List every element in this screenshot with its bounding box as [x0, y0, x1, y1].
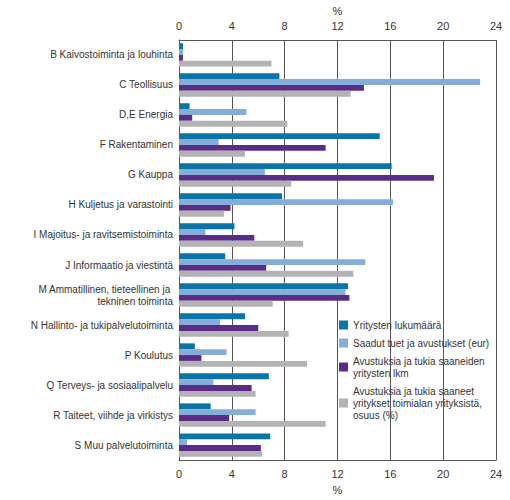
svg-text:N Hallinto- ja tukipalvelutoim: N Hallinto- ja tukipalvelutoiminta: [31, 320, 174, 331]
svg-text:8: 8: [282, 20, 288, 32]
svg-text:Avustuksia ja tukia saaneiden: Avustuksia ja tukia saaneiden: [353, 356, 487, 367]
svg-text:8: 8: [282, 468, 288, 480]
svg-text:4: 4: [229, 468, 235, 480]
svg-text:12: 12: [331, 20, 343, 32]
svg-text:20: 20: [437, 468, 449, 480]
svg-text:H Kuljetus ja varastointi: H Kuljetus ja varastointi: [69, 199, 174, 210]
svg-text:Yritysten lukumäärä: Yritysten lukumäärä: [353, 320, 442, 331]
svg-text:16: 16: [384, 20, 396, 32]
svg-text:Avustuksia ja tukia saaneet: Avustuksia ja tukia saaneet: [353, 386, 477, 397]
svg-text:G Kauppa: G Kauppa: [128, 169, 173, 180]
svg-text:I Majoitus- ja ravitsemistoimi: I Majoitus- ja ravitsemistoiminta: [34, 229, 174, 240]
svg-text:%: %: [333, 484, 343, 496]
svg-text:0: 0: [176, 20, 182, 32]
svg-text:20: 20: [437, 20, 449, 32]
svg-text:yritysten lkm: yritysten lkm: [353, 368, 409, 379]
svg-text:yritykset toimialan yrityksist: yritykset toimialan yrityksistä,: [353, 398, 485, 409]
svg-text:J Informaatio ja viestintä: J Informaatio ja viestintä: [65, 260, 173, 271]
svg-text:D,E Energia: D,E Energia: [119, 109, 173, 120]
svg-text:F Rakentaminen: F Rakentaminen: [100, 139, 173, 150]
svg-text:16: 16: [384, 468, 396, 480]
svg-text:tekninen toiminta: tekninen toiminta: [97, 296, 173, 307]
svg-text:24: 24: [490, 468, 502, 480]
svg-text:Saadut tuet ja avustukset (eur: Saadut tuet ja avustukset (eur): [353, 338, 489, 349]
svg-text:4: 4: [229, 20, 235, 32]
svg-text:C Teollisuus: C Teollisuus: [119, 79, 173, 90]
svg-text:Q Terveys- ja sosiaalipalvelu: Q Terveys- ja sosiaalipalvelu: [46, 380, 173, 391]
svg-text:%: %: [333, 5, 343, 17]
svg-text:osuus (%): osuus (%): [353, 410, 398, 421]
svg-text:24: 24: [490, 20, 502, 32]
svg-text:0: 0: [176, 468, 182, 480]
svg-text:P Koulutus: P Koulutus: [125, 350, 173, 361]
svg-text:B Kaivostoiminta ja louhinta: B Kaivostoiminta ja louhinta: [50, 49, 173, 60]
svg-text:S Muu palvelutoiminta: S Muu palvelutoiminta: [75, 440, 174, 451]
svg-text:M Ammatillinen, tieteellinen j: M Ammatillinen, tieteellinen ja: [38, 284, 173, 295]
svg-text:12: 12: [331, 468, 343, 480]
svg-text:R Taiteet, viihde ja virkistys: R Taiteet, viihde ja virkistys: [53, 410, 173, 421]
